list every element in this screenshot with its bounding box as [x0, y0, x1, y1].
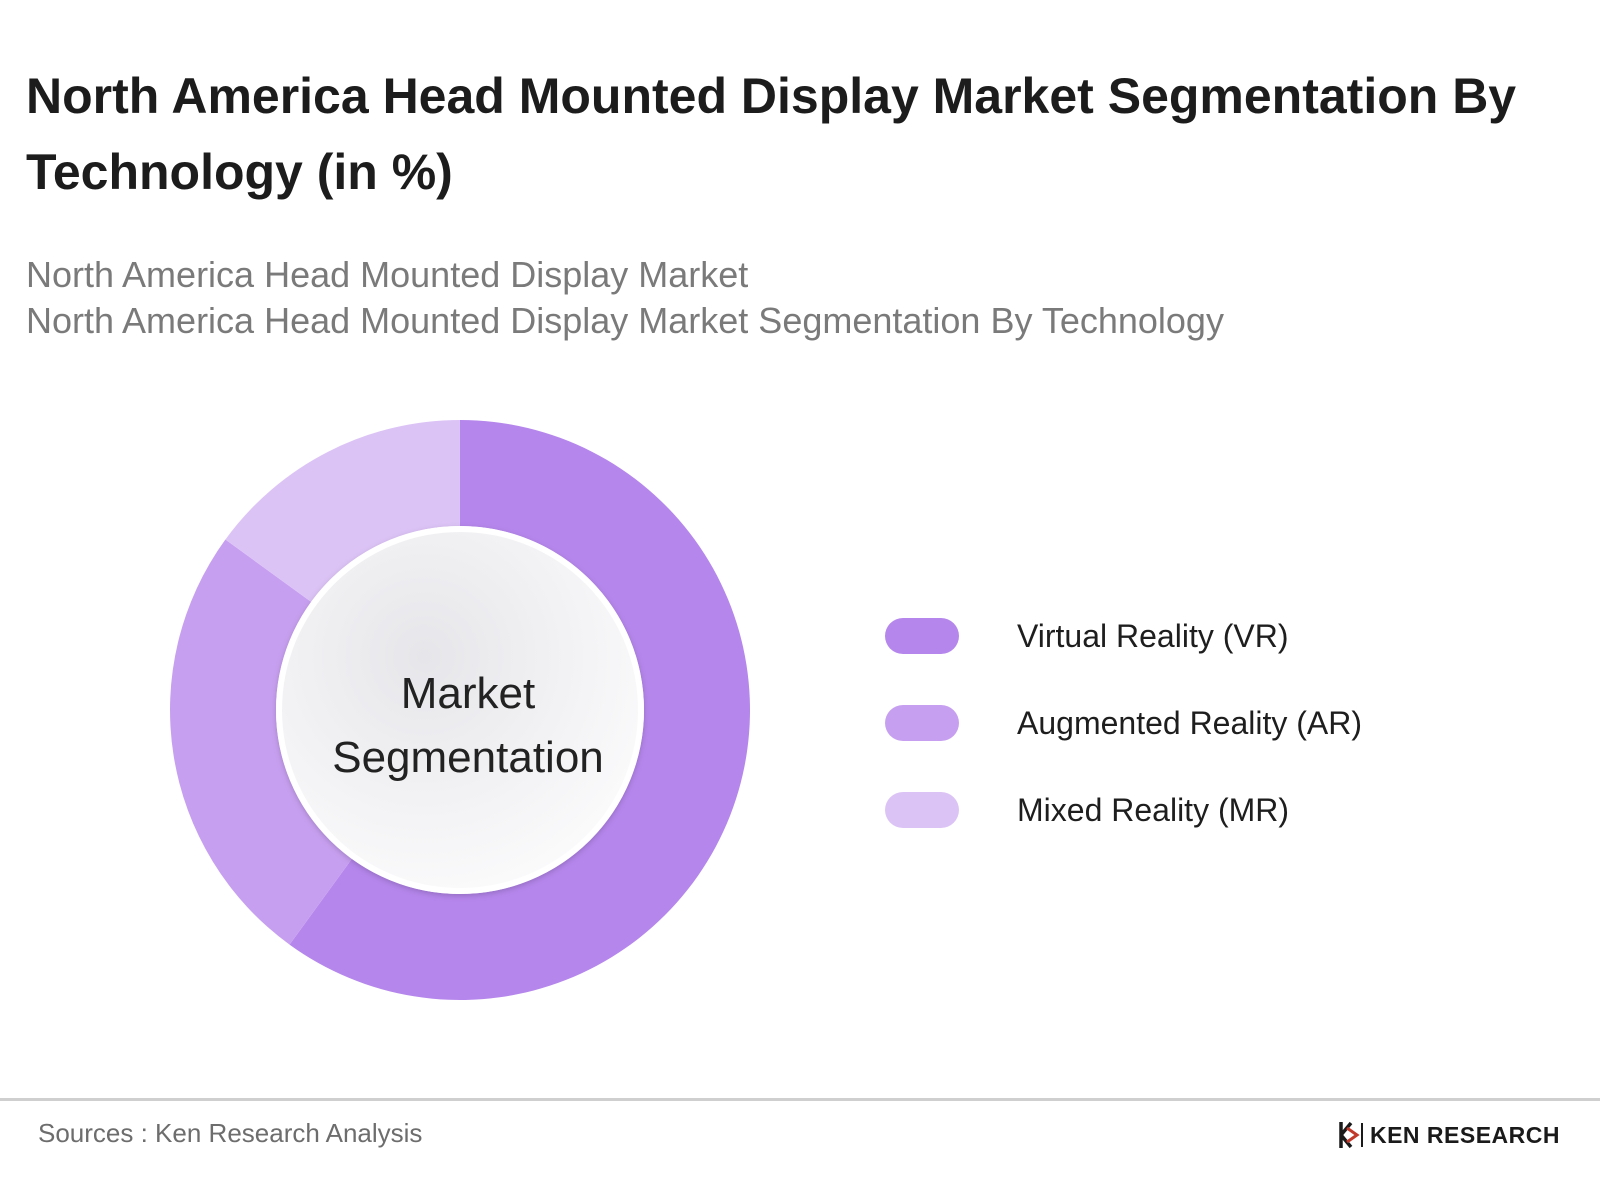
legend-item-mr: Mixed Reality (MR) [885, 792, 1362, 828]
legend-label-mr: Mixed Reality (MR) [1017, 791, 1290, 828]
legend-label-ar: Augmented Reality (AR) [1017, 704, 1363, 741]
legend-item-vr: Virtual Reality (VR) [885, 618, 1362, 654]
brand-logo: KEN RESEARCH [1338, 1117, 1560, 1153]
brand-name: KEN RESEARCH [1369, 1121, 1560, 1148]
legend-swatch-mr [885, 792, 959, 828]
legend-item-ar: Augmented Reality (AR) [885, 705, 1362, 741]
subtitle-line-1: North America Head Mounted Display Marke… [26, 254, 749, 295]
center-label-line-2: Segmentation [332, 733, 604, 782]
legend-swatch-ar [885, 705, 959, 741]
center-label-line-1: Market [400, 669, 536, 718]
donut-chart [170, 420, 750, 1000]
legend-swatch-vr [885, 618, 959, 654]
donut-center-label: Market Segmentation [283, 662, 653, 790]
donut-slice-ar [170, 539, 352, 945]
legend-label-vr: Virtual Reality (VR) [1017, 617, 1289, 654]
donut-slice-mr [225, 420, 460, 602]
donut-center-fill [282, 532, 638, 888]
subtitle-line-2: North America Head Mounted Display Marke… [26, 300, 1224, 341]
chart-legend: Virtual Reality (VR) Augmented Reality (… [885, 618, 1362, 879]
chart-subtitle: North America Head Mounted Display Marke… [26, 252, 1566, 344]
chart-title: North America Head Mounted Display Marke… [26, 68, 1517, 200]
source-note: Sources : Ken Research Analysis [38, 1118, 423, 1148]
ken-research-logo-icon [1339, 1121, 1363, 1149]
donut-slice-vr [289, 420, 750, 1000]
donut-slices [170, 420, 750, 1000]
footer-divider [0, 1098, 1600, 1101]
